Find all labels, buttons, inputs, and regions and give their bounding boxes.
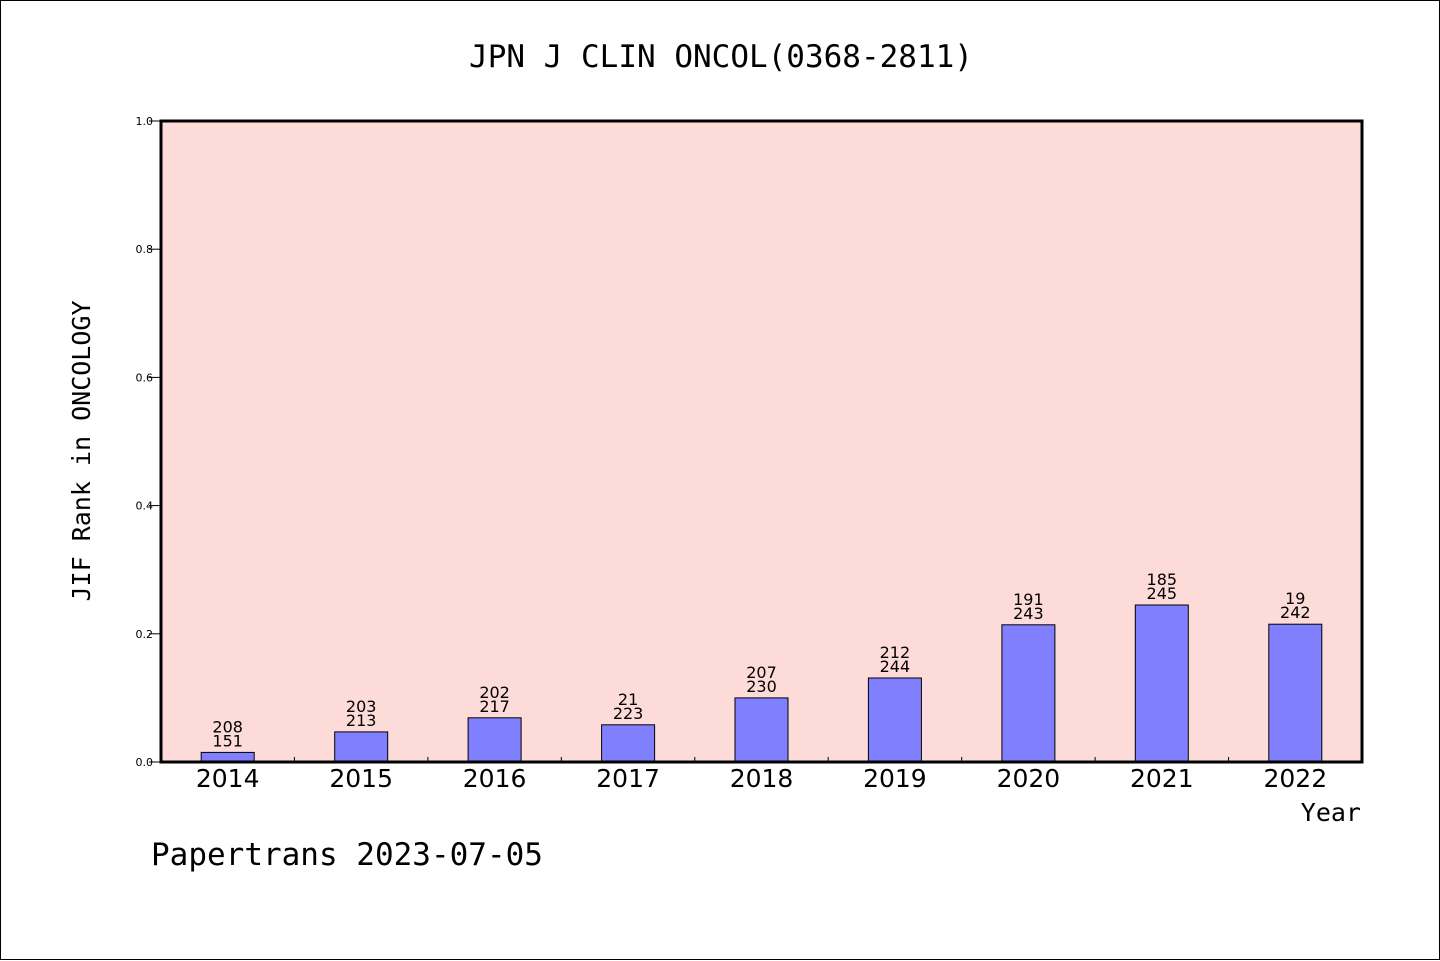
bar-2022 [1268, 623, 1323, 763]
bars-group [200, 604, 1323, 763]
bar-label-bottom-2021: 245 [1147, 584, 1178, 603]
bar-label-top-2018: 207 [746, 663, 777, 682]
bar-label-top-2014: 208 [212, 717, 243, 736]
y-axis-label: JIF Rank in ONCOLOGY [67, 300, 96, 601]
bar-label-bottom-2022: 242 [1280, 603, 1311, 622]
bar-label-top-2022: 19 [1285, 589, 1305, 608]
x-tick-label-2019: 2019 [863, 764, 927, 793]
bar-2017 [601, 724, 656, 763]
bar-2016 [467, 717, 522, 763]
x-tick-label-2020: 2020 [997, 764, 1061, 793]
x-tick-label-2018: 2018 [730, 764, 794, 793]
bar-label-bottom-2014: 151 [212, 731, 243, 750]
y-tick-label-0.4: 0.4 [136, 500, 154, 513]
bar-label-top-2020: 191 [1013, 590, 1044, 609]
y-tick-label-0.6: 0.6 [136, 371, 154, 384]
x-tick-label-2021: 2021 [1130, 764, 1194, 793]
x-tick-label-2015: 2015 [329, 764, 393, 793]
chart-title: JPN J CLIN ONCOL(0368-2811) [469, 39, 973, 75]
bar-label-bottom-2016: 217 [479, 697, 510, 716]
bar-label-bottom-2015: 213 [346, 711, 377, 730]
x-tick-label-2014: 2014 [196, 764, 260, 793]
plot-frame [159, 119, 1364, 764]
bar-label-bottom-2018: 230 [746, 677, 777, 696]
y-tick-label-0.8: 0.8 [136, 243, 154, 256]
x-axis-ticks: 2014 2015 2016 2017 2018 2019 2020 2021 2022 [196, 757, 1327, 793]
y-tick-label-1.0: 1.0 [136, 115, 154, 128]
bar-2021 [1134, 604, 1189, 763]
x-tick-label-2016: 2016 [463, 764, 527, 793]
bar-label-top-2021: 185 [1147, 570, 1178, 589]
bar-2019 [867, 677, 922, 763]
y-axis-ticks: 0.0 0.2 0.4 0.6 0.8 1.0 [136, 115, 161, 769]
y-tick-label-0.2: 0.2 [136, 628, 154, 641]
bar-label-bottom-2019: 244 [880, 657, 911, 676]
x-axis-label: Year [1301, 798, 1361, 827]
y-tick-label-0.0: 0.0 [136, 756, 154, 769]
bar-label-bottom-2020: 243 [1013, 604, 1044, 623]
bar-2015 [334, 731, 389, 763]
x-tick-label-2022: 2022 [1263, 764, 1327, 793]
bar-label-top-2015: 203 [346, 697, 377, 716]
bar-2018 [734, 697, 789, 763]
bar-label-top-2017: 21 [618, 690, 638, 709]
bar-2020 [1001, 624, 1056, 763]
bar-label-top-2016: 202 [479, 683, 510, 702]
footer-credit: Papertrans 2023-07-05 [151, 837, 543, 873]
x-tick-label-2017: 2017 [596, 764, 660, 793]
bar-label-bottom-2017: 223 [613, 704, 644, 723]
bar-label-top-2019: 212 [880, 643, 911, 662]
